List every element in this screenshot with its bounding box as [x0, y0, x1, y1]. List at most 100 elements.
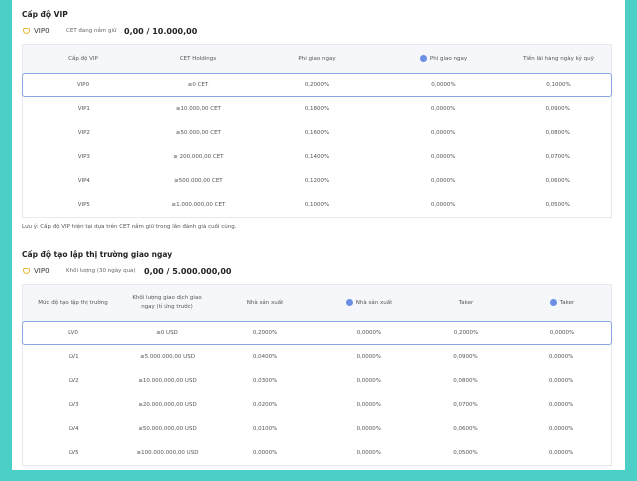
table-cell: 0,0300% [252, 377, 278, 384]
table-row: LV4 ≥50.000.000,00 USD 0,0100% 0,0000% 0,060… [23, 417, 611, 441]
header-text: Khối lượng giao dịch giao ngay (tỉ ứng t… [132, 295, 202, 310]
table-cell: 0,0000% [548, 401, 574, 408]
header-cell: Taker [513, 298, 611, 308]
table-cell: 0,0100% [252, 425, 278, 432]
header-text: Tiền lãi hàng ngày ký quỹ [523, 55, 594, 62]
table-row: VIP3 ≥ 200.000,00 CET 0,1400% 0,0000% 0,0700… [23, 145, 611, 169]
table-cell: ≥0 CET [187, 81, 209, 88]
table-cell: 0,1200% [304, 177, 330, 184]
table-cell: 0,1000% [546, 81, 571, 88]
vip-table: Cấp độ VIP CET Holdings Phí giao ngay Phí g… [22, 44, 612, 218]
table-cell: 0,0800% [453, 377, 478, 384]
header-text: Nhà sản xuất [355, 299, 393, 306]
table-cell: 0,0000% [430, 105, 456, 112]
holding-label: CET đang nắm giữ [66, 28, 117, 34]
header-cell: CET Holdings [143, 55, 253, 64]
table-cell: 0,0000% [548, 377, 574, 384]
market-maker-table: Mức độ tạo lập thị trường Khối lượng giao… [22, 284, 612, 466]
table-row: LV5 ≥100.000.000,00 USD 0,0000% 0,0000% 0,05… [23, 441, 611, 465]
table-cell: LV5 [68, 449, 79, 456]
table-cell: 0,2000% [252, 329, 278, 336]
table-cell: ≥0 USD [156, 329, 178, 336]
table-row: LV3 ≥20.000.000,00 USD 0,0200% 0,0000% 0,070… [23, 393, 611, 417]
table-cell: ≥5.000.000,00 USD [140, 353, 195, 360]
table-cell: 0,0000% [430, 153, 456, 160]
table-row: LV2 ≥10.000.000,00 USD 0,0300% 0,0000% 0,080… [23, 369, 611, 393]
table-cell: ≥ 200.000,00 CET [173, 153, 224, 160]
volume-value: 0,00 / 5.000.000,00 [144, 267, 232, 276]
table-cell: LV0 [68, 329, 78, 336]
header-row: Cấp độ VIP CET Holdings Phí giao ngay Phí g… [23, 45, 611, 73]
table-cell: LV4 [68, 425, 79, 432]
table-cell: ≥1.000.000,00 CET [171, 201, 226, 208]
header-cell: Nhà sản xuất [319, 298, 419, 308]
header-cell: Khối lượng giao dịch giao ngay (tỉ ứng t… [123, 294, 211, 312]
table-cell: 0,0000% [356, 353, 382, 360]
table-cell: 0,0000% [356, 449, 382, 456]
table-cell: 0,0700% [453, 401, 478, 408]
table-cell: 0,0500% [545, 201, 570, 208]
table-cell: ≥50.000,00 CET [175, 129, 221, 136]
table-cell: 0,0000% [430, 177, 456, 184]
table-cell: 0,2000% [453, 329, 479, 336]
note: Lưu ý: Cấp độ VIP hiện tại dựa trên CET … [22, 224, 237, 230]
table-cell: ≥10.000,00 CET [175, 105, 221, 112]
table-row: LV1 ≥5.000.000,00 USD 0,0400% 0,0000% 0,0900… [23, 345, 611, 369]
table-cell: 0,0700% [545, 153, 570, 160]
table-cell: 0,0000% [548, 449, 574, 456]
table-cell: 0,0000% [356, 377, 382, 384]
table-cell: 0,0000% [356, 401, 382, 408]
header-cell: Cấp độ VIP [23, 55, 143, 64]
table-cell: LV3 [68, 401, 79, 408]
table-row: VIP5 ≥1.000.000,00 CET 0,1000% 0,0000% 0,050… [23, 193, 611, 217]
header-row: Mức độ tạo lập thị trường Khối lượng giao… [23, 285, 611, 321]
level-icon [23, 268, 30, 274]
table-cell: VIP0 [76, 81, 90, 88]
table-cell: 0,0900% [545, 105, 570, 112]
holding-value: 0,00 / 10.000,00 [124, 27, 198, 36]
table-cell: ≥100.000.000,00 USD [136, 449, 199, 456]
table-cell: VIP4 [77, 177, 90, 184]
header-text: Phí giao ngay [298, 55, 336, 62]
table-cell: 0,0800% [545, 129, 570, 136]
table-cell: VIP3 [77, 153, 90, 160]
header-text: Nhà sản xuất [246, 299, 284, 306]
header-cell: Nhà sản xuất [211, 299, 319, 308]
header-text: CET Holdings [179, 55, 217, 62]
table-row: VIP2 ≥50.000,00 CET 0,1600% 0,0000% 0,0800% [23, 121, 611, 145]
table-cell: 0,0600% [453, 425, 478, 432]
table-cell: 0,0000% [548, 353, 574, 360]
table-cell: ≥10.000.000,00 USD [138, 377, 197, 384]
table-cell: VIP5 [77, 201, 90, 208]
table-row: LV0 ≥0 USD 0,2000% 0,0000% 0,2000% 0,0000% [22, 321, 612, 345]
table-cell: 0,0000% [430, 129, 456, 136]
table-cell: 0,1000% [304, 201, 330, 208]
table-cell: 0,0500% [453, 449, 478, 456]
level: VIP0 [34, 267, 50, 275]
table-cell: ≥50.000.000,00 USD [138, 425, 197, 432]
table-row: VIP1 ≥10.000,00 CET 0,1800% 0,0000% 0,0900% [23, 97, 611, 121]
table-cell: 0,0000% [356, 329, 382, 336]
table-cell: ≥20.000.000,00 USD [138, 401, 197, 408]
table-cell: 0,0000% [430, 201, 456, 208]
header-text: Taker [559, 299, 575, 306]
table-cell: 0,0000% [549, 329, 575, 336]
table-cell: 0,0000% [548, 425, 574, 432]
section-title: Cấp độ tạo lập thị trường giao ngay [22, 250, 173, 259]
header-cell: Taker [419, 299, 513, 308]
table-cell: LV1 [68, 353, 79, 360]
header-text: Taker [458, 299, 474, 306]
coin-icon [549, 298, 557, 306]
table-cell: VIP1 [77, 105, 90, 112]
table-cell: 0,0400% [252, 353, 278, 360]
table-cell: 0,0200% [252, 401, 278, 408]
header-text: Phí giao ngay [429, 55, 468, 62]
panel: Cấp độ VIP VIP0 CET đang nắm giữ 0,00 / … [12, 0, 625, 470]
section-title: Cấp độ VIP [22, 10, 68, 19]
table-cell: 0,1800% [304, 105, 330, 112]
table-cell: 0,0600% [545, 177, 570, 184]
table-cell: 0,0000% [252, 449, 278, 456]
table-cell: 0,1600% [304, 129, 330, 136]
table-cell: ≥500.000,00 CET [174, 177, 223, 184]
